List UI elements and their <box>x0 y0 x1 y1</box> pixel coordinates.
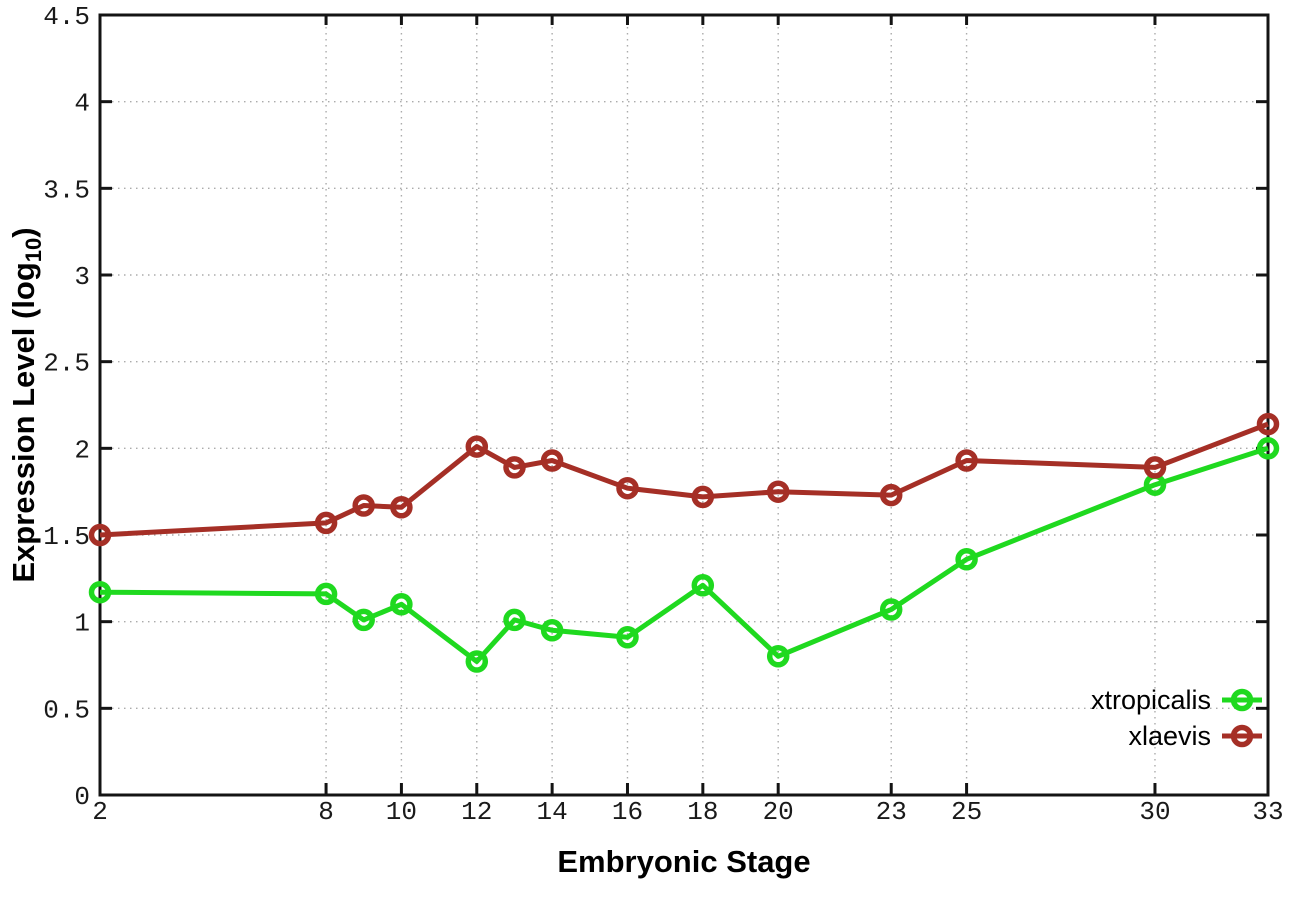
legend-item-xtropicalis: xtropicalis <box>1091 685 1262 715</box>
y-tick-label: 3.5 <box>43 175 90 205</box>
y-tick-label: 2 <box>74 435 90 465</box>
gridlines <box>100 15 1268 795</box>
x-tick-label: 12 <box>461 797 492 827</box>
data-point-xlaevis <box>1143 456 1167 479</box>
y-tick-label: 1 <box>74 609 90 639</box>
x-tick-labels: 2 8 10 12 14 16 18 20 23 25 30 33 <box>92 797 1283 827</box>
legend-label: xtropicalis <box>1091 685 1211 715</box>
x-axis-title: Embryonic Stage <box>557 844 810 879</box>
y-axis-title-main: Expression Level (log <box>6 262 41 582</box>
data-point-xtropicalis <box>314 582 338 606</box>
data-point-xtropicalis <box>88 580 112 604</box>
data-point-xtropicalis <box>955 548 978 571</box>
x-tick-label: 25 <box>951 797 982 827</box>
legend-marker <box>1230 724 1254 748</box>
legend-label: xlaevis <box>1128 721 1211 751</box>
data-point-xlaevis <box>616 476 639 500</box>
y-tick-label: 3 <box>74 262 90 292</box>
series-line-xtropicalis <box>99 445 1269 664</box>
x-tick-label: 33 <box>1252 797 1283 827</box>
data-point-xlaevis <box>314 511 338 535</box>
data-point-xlaevis <box>766 480 790 503</box>
y-tick-label: 0 <box>74 782 90 812</box>
y-tick-label: 1.5 <box>43 522 90 552</box>
y-tick-label: 4.5 <box>43 2 90 32</box>
data-point-xlaevis <box>879 483 903 507</box>
data-point-xlaevis <box>465 435 489 458</box>
y-tick-label: 4 <box>74 89 90 119</box>
data-point-xtropicalis <box>352 608 375 632</box>
data-point-xlaevis <box>955 449 978 472</box>
x-tick-label: 16 <box>612 797 643 827</box>
data-point-xtropicalis <box>691 574 715 597</box>
plot-border <box>98 13 1270 797</box>
data-point-xtropicalis <box>1256 437 1280 460</box>
legend-item-xlaevis: xlaevis <box>1128 721 1262 751</box>
x-tick-label: 14 <box>537 797 568 827</box>
data-point-xtropicalis <box>616 626 639 649</box>
data-point-xtropicalis <box>390 593 413 616</box>
data-point-xtropicalis <box>766 645 790 668</box>
x-tick-label: 23 <box>876 797 907 827</box>
x-tick-label: 20 <box>763 797 794 827</box>
y-axis-title-subscript: 10 <box>21 238 46 262</box>
y-axis-title: Expression Level (log10) <box>6 227 46 582</box>
x-tick-label: 30 <box>1139 797 1170 827</box>
series-line-xlaevis <box>99 421 1269 538</box>
data-point-xtropicalis <box>503 608 526 632</box>
legend-marker <box>1230 688 1254 712</box>
legend: xtropicalis xlaevis <box>1091 685 1262 751</box>
x-tick-label: 8 <box>318 797 334 827</box>
x-tick-label: 10 <box>386 797 417 827</box>
axis-ticks <box>98 13 1270 797</box>
x-tick-label: 2 <box>92 797 108 827</box>
data-point-xlaevis <box>88 523 112 547</box>
data-point-xlaevis <box>1256 412 1280 436</box>
data-point-xtropicalis <box>879 598 903 621</box>
data-point-xtropicalis <box>540 619 564 642</box>
x-tick-label: 18 <box>687 797 718 827</box>
data-point-xlaevis <box>503 456 526 479</box>
y-tick-label: 0.5 <box>43 695 90 725</box>
data-point-xtropicalis <box>465 650 489 673</box>
y-axis-title-suffix: ) <box>6 227 41 237</box>
y-tick-labels: 0 0.5 1 1.5 2 2.5 3 3.5 4 4.5 <box>43 2 90 812</box>
data-point-xlaevis <box>540 449 564 472</box>
data-point-xlaevis <box>352 494 375 517</box>
data-point-xlaevis <box>691 485 715 509</box>
data-point-xlaevis <box>390 496 413 519</box>
data-series <box>88 412 1280 673</box>
y-tick-label: 2.5 <box>43 349 90 379</box>
